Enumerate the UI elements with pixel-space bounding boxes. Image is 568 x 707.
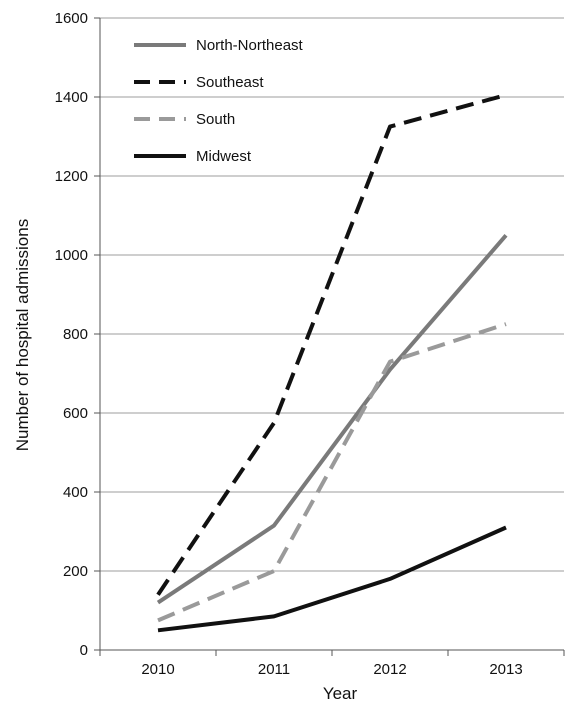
y-tick-label: 200 [63, 563, 88, 580]
legend-label: Midwest [196, 148, 252, 165]
y-tick-label: 1400 [55, 89, 88, 106]
legend-label: North-Northeast [196, 37, 304, 54]
x-tick-label: 2011 [258, 661, 290, 678]
y-tick-label: 400 [63, 484, 88, 501]
legend-label: South [196, 111, 235, 128]
y-tick-label: 1000 [55, 247, 88, 264]
x-tick-label: 2013 [489, 661, 522, 678]
series-line-midwest [157, 525, 507, 633]
legend: North-Northeast Southeast South Midwest [134, 37, 304, 165]
y-tick-label: 1200 [55, 168, 88, 185]
x-axis-title: Year [323, 684, 358, 703]
y-tick-label: 800 [63, 326, 88, 343]
axes: 0 200 400 600 800 1000 1200 1400 1600 2010 2011 201… [55, 10, 565, 678]
y-tick-label: 1600 [55, 10, 88, 27]
series-lines [156, 93, 508, 633]
y-tick-label: 600 [63, 405, 88, 422]
series-line-southeast [156, 93, 507, 596]
x-tick-label: 2010 [141, 661, 174, 678]
gridlines [100, 17, 564, 572]
series-line-north-northeast [156, 233, 508, 605]
series-line-south [157, 322, 507, 623]
x-tick-label: 2012 [373, 661, 406, 678]
y-tick-label: 0 [80, 642, 88, 659]
legend-label: Southeast [196, 74, 264, 91]
y-axis-title: Number of hospital admissions [13, 219, 32, 451]
